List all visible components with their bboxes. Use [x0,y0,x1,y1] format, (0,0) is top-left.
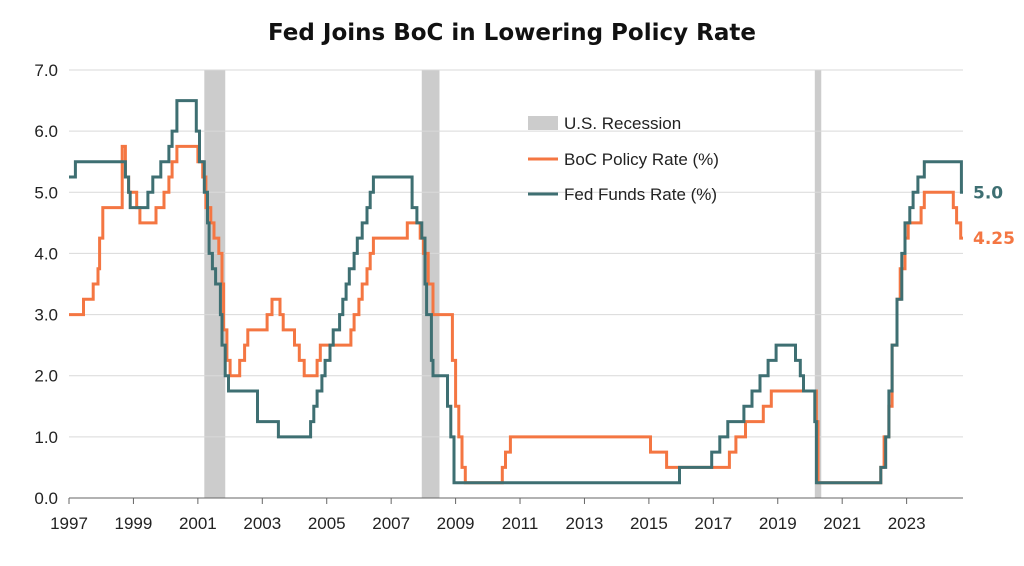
y-tick-label: 5.0 [34,183,58,202]
recession-band-2 [814,70,822,498]
x-tick-label: 2017 [694,514,732,533]
x-tick-label: 1997 [50,514,88,533]
legend-swatch-recession [528,116,558,130]
chart-title: Fed Joins BoC in Lowering Policy Rate [268,20,756,46]
x-tick-label: 2005 [308,514,346,533]
y-tick-label: 3.0 [34,306,58,325]
x-tick-label: 1999 [115,514,153,533]
x-tick-label: 2013 [566,514,604,533]
x-tick-label: 2007 [372,514,410,533]
end-labels: 4.25 5.0 [973,183,1015,249]
x-axis-ticks: 1997 1999 2001 2003 2005 2007 2009 2011 2013 2015… [50,498,926,533]
end-label-boc: 4.25 [973,229,1015,249]
x-tick-label: 2011 [502,514,539,533]
y-tick-label: 2.0 [34,367,58,386]
gridlines [69,69,963,438]
y-tick-label: 6.0 [34,122,58,141]
series-lines [69,99,963,485]
legend-label-recession: U.S. Recession [564,114,681,133]
y-tick-label: 7.0 [34,61,58,80]
x-tick-label: 2009 [437,514,475,533]
x-tick-label: 2021 [823,514,861,533]
legend-label-boc: BoC Policy Rate (%) [564,150,719,169]
x-tick-label: 2015 [630,514,668,533]
x-tick-label: 2001 [179,514,217,533]
y-tick-label: 1.0 [34,428,58,447]
y-tick-label: 4.0 [34,244,58,263]
legend: U.S. Recession BoC Policy Rate (%) Fed F… [528,114,719,204]
end-label-fed: 5.0 [973,183,1003,203]
x-tick-label: 2019 [759,514,797,533]
y-axis-ticks: 0.0 1.0 2.0 3.0 4.0 5.0 6.0 7.0 [34,61,58,508]
x-tick-label: 2003 [243,514,281,533]
legend-label-fed: Fed Funds Rate (%) [564,185,717,204]
series-line-fed [69,99,963,485]
y-tick-label: 0.0 [34,489,58,508]
x-tick-label: 2023 [888,514,926,533]
